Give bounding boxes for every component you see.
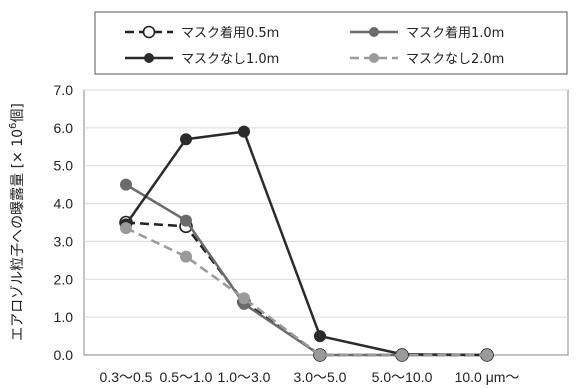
x-axis-ticks: 0.3～0.5 0.5～1.0 1.0～3.0 3.0～5.0 5.0～10.0 10.0… [100, 369, 520, 385]
legend: マスク着用0.5m マスク着用1.0m マスクなし1.0m マスクなし2.0m [125, 25, 504, 67]
data-point [180, 214, 192, 227]
data-point [120, 178, 132, 191]
legend-label: マスク着用0.5m [181, 25, 279, 41]
legend-marker [144, 53, 154, 63]
legend-marker [142, 25, 156, 39]
legend-marker [369, 27, 379, 37]
legend-label: マスクなし2.0m [406, 52, 504, 67]
y-tick-label: 7.0 [54, 82, 74, 98]
x-tick-label: 10.0 μm～ [455, 369, 520, 385]
data-point [396, 349, 408, 361]
x-tick-label: 0.5～1.0 [160, 369, 213, 385]
legend-box [94, 11, 568, 75]
legend-marker [369, 53, 379, 63]
y-axis-ticks: 0.0 1.0 2.0 3.0 4.0 5.0 6.0 7.0 [54, 82, 74, 363]
x-tick-label: 3.0～5.0 [294, 369, 347, 385]
y-tick-label: 6.0 [54, 120, 74, 136]
data-point [120, 222, 132, 235]
y-tick-label: 5.0 [54, 158, 74, 174]
legend-label: マスク着用1.0m [406, 25, 504, 41]
y-axis-label: エアロゾル粒子への曝露量 [× 106個] [8, 103, 26, 341]
legend-label: マスクなし1.0m [181, 52, 279, 67]
gridlines [84, 89, 568, 318]
data-point [314, 349, 326, 361]
x-tick-label: 0.3～0.5 [100, 369, 153, 385]
data-point [180, 133, 192, 146]
x-tick-label: 1.0～3.0 [218, 369, 271, 385]
y-tick-label: 4.0 [54, 196, 74, 212]
data-point [314, 330, 326, 343]
data-point [238, 292, 250, 305]
series-line [125, 227, 487, 357]
y-tick-label: 3.0 [54, 233, 74, 249]
y-tick-label: 2.0 [54, 271, 74, 287]
y-tick-label: 0.0 [54, 347, 74, 363]
plot-area [83, 89, 569, 356]
series-group [119, 125, 494, 362]
data-point [238, 125, 250, 138]
x-tick-label: 5.0～10.0 [372, 369, 433, 385]
data-point [481, 349, 493, 361]
data-point [180, 250, 192, 263]
y-tick-label: 1.0 [54, 309, 74, 325]
